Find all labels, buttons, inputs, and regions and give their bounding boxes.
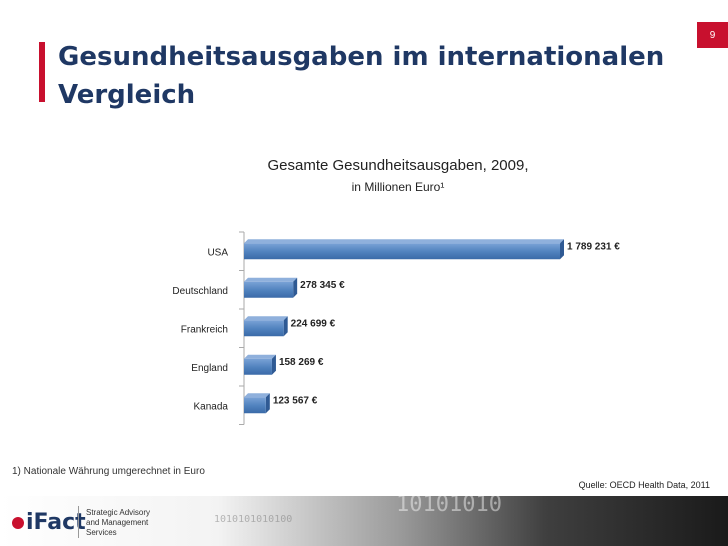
bar-side-face xyxy=(560,239,564,260)
plot-area: USA 1 789 231 € Deutschland 278 345 € Frankr… xyxy=(172,231,620,425)
bar-side-face xyxy=(293,277,298,298)
chart-title: Gesamte Gesundheitsausgaben, 2009, xyxy=(267,157,528,174)
data-label: 1 789 231 € xyxy=(567,241,620,252)
category-label: USA xyxy=(207,247,228,258)
bar-top-face xyxy=(244,277,298,282)
company-tagline: Strategic Advisory and Management Servic… xyxy=(86,508,150,538)
company-logo: iFact xyxy=(12,510,86,535)
footnote: 1) Nationale Währung umgerechnet in Euro xyxy=(12,466,205,477)
data-label: 224 699 € xyxy=(291,318,336,329)
bar-side-face xyxy=(283,316,288,337)
page-number-badge: 9 xyxy=(697,22,728,48)
data-label: 278 345 € xyxy=(300,280,345,291)
bar-top-face xyxy=(244,239,564,244)
category-label: Frankreich xyxy=(181,324,228,335)
footer-divider xyxy=(78,506,79,538)
bar-top-face xyxy=(244,354,276,359)
logo-dot-icon xyxy=(12,516,24,529)
data-label: 158 269 € xyxy=(279,357,324,368)
category-label: Deutschland xyxy=(172,286,228,297)
bar xyxy=(244,397,266,414)
tagline-line-3: Services xyxy=(86,528,117,537)
bar xyxy=(244,320,284,337)
title-accent-bar xyxy=(39,42,45,102)
data-label: 123 567 € xyxy=(273,395,318,406)
bar-chart: Gesamte Gesundheitsausgaben, 2009, in Mi… xyxy=(172,157,620,425)
category-label: Kanada xyxy=(194,401,229,412)
bar-side-face xyxy=(271,354,276,375)
tagline-line-1: Strategic Advisory xyxy=(86,508,151,517)
page-title-line-1: Gesundheitsausgaben im internationalen xyxy=(58,42,665,72)
category-label: England xyxy=(191,363,228,374)
footer-binary-small: 1010101010100 xyxy=(214,514,293,525)
chart-subtitle: in Millionen Euro¹ xyxy=(352,180,445,194)
source-note: Quelle: OECD Health Data, 2011 xyxy=(578,480,710,490)
bar-side-face xyxy=(265,393,270,414)
footer-banner: 10101010 1010101010100 iFact Strategic A… xyxy=(0,496,728,546)
logo-text: iFact xyxy=(26,510,86,535)
bar xyxy=(244,358,272,375)
tagline-line-2: and Management xyxy=(86,518,149,527)
bar xyxy=(244,281,294,298)
footer-binary-large: 10101010 xyxy=(396,496,502,517)
page-title: Gesundheitsausgaben im internationalen V… xyxy=(58,38,678,114)
bar-top-face xyxy=(244,316,288,321)
bar xyxy=(244,243,560,260)
bar-top-face xyxy=(244,393,270,398)
page-title-line-2: Vergleich xyxy=(58,80,196,110)
